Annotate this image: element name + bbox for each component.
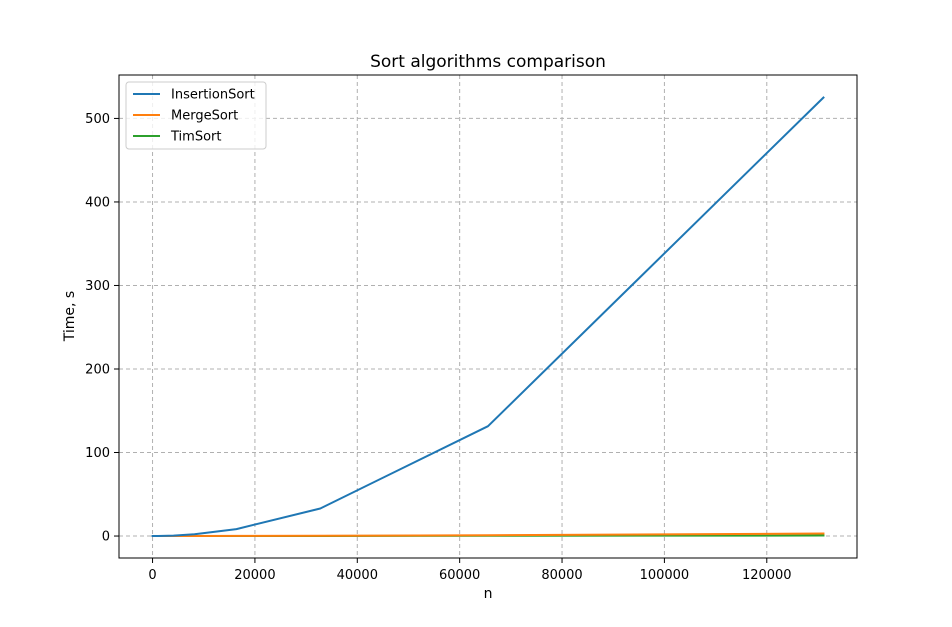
x-axis-label: n	[484, 586, 493, 602]
legend-label-timsort: TimSort	[170, 130, 221, 145]
x-tick-label: 120000	[742, 568, 792, 583]
y-axis-ticks: 0 100 200 300 400 500	[85, 112, 119, 545]
y-tick-label: 100	[85, 446, 110, 461]
series-line-insertionsort	[151, 96, 825, 538]
y-tick-label: 400	[85, 195, 110, 210]
x-tick-label: 60000	[439, 568, 480, 583]
y-tick-label: 300	[85, 279, 110, 294]
y-tick-label: 0	[102, 530, 110, 545]
x-tick-label: 100000	[640, 568, 690, 583]
plot-frame	[118, 74, 858, 559]
legend: InsertionSort MergeSort TimSort	[125, 81, 267, 150]
series-lines	[151, 96, 825, 538]
legend-label-insertionsort: InsertionSort	[171, 88, 255, 103]
x-tick-label: 80000	[541, 568, 582, 583]
legend-box	[125, 81, 267, 150]
x-tick-label: 0	[148, 568, 156, 583]
x-tick-label: 20000	[234, 568, 275, 583]
y-axis-label: Time, s	[62, 291, 78, 342]
plot-area	[119, 75, 857, 558]
y-tick-label: 200	[85, 362, 110, 377]
y-tick-label: 500	[85, 112, 110, 127]
x-tick-label: 40000	[337, 568, 378, 583]
legend-label-mergesort: MergeSort	[171, 109, 238, 124]
x-axis-ticks: 0 20000 40000 60000 80000 100000 120000	[148, 558, 792, 583]
chart-title: Sort algorithms comparison	[370, 52, 606, 72]
